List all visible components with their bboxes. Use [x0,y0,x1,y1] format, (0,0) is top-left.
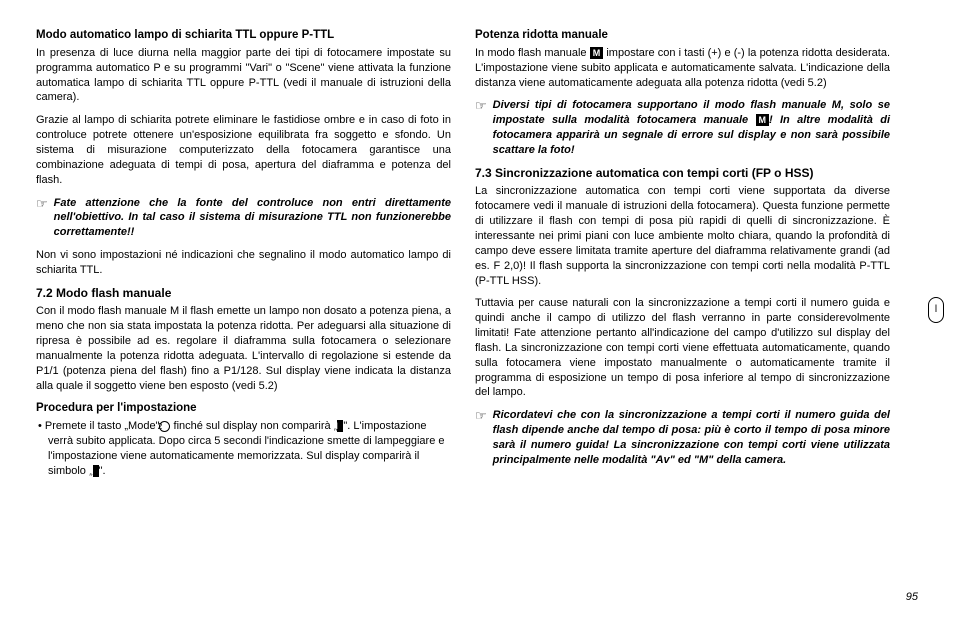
note-controluce: ☞ Fate attenzione che la fonte del contr… [36,196,451,241]
para-hss-1: La sincronizzazione automatica con tempi… [475,184,890,288]
heading-ttl-auto: Modo automatico lampo di schiarita TTL o… [36,28,451,43]
right-column: Potenza ridotta manuale In modo flash ma… [475,28,918,487]
note-manual-m: ☞ Diversi tipi di fotocamera supportano … [475,98,890,157]
para-potenza: In modo flash manuale M impostare con i … [475,46,890,91]
m-mode-icon: M [590,47,604,59]
heading-potenza: Potenza ridotta manuale [475,28,890,43]
note-text: Diversi tipi di fotocamera supportano il… [493,98,890,157]
bullet-mode: • Premete il tasto „Mode"2 finché sul di… [36,419,451,478]
page-columns: Modo automatico lampo di schiarita TTL o… [36,28,918,487]
note-text: Ricordatevi che con la sincronizzazione … [493,408,890,467]
bullet-text-b: finché sul display non comparirà „ [170,420,337,432]
circled-2-icon: 2 [159,421,170,432]
heading-procedura: Procedura per l'impostazione [36,401,451,416]
pointer-icon: ☞ [475,98,487,157]
note-text: Fate attenzione che la fonte del control… [54,196,451,241]
para-ttl-3: Non vi sono impostazioni né indicazioni … [36,248,451,278]
note-hss: ☞ Ricordatevi che con la sincronizzazion… [475,408,890,467]
tab-label: l [935,304,937,315]
para-ttl-1: In presenza di luce diurna nella maggior… [36,46,451,105]
bullet-text-a: • Premete il tasto „Mode" [38,420,159,432]
pointer-icon: ☞ [475,408,487,467]
heading-7-2: 7.2 Modo flash manuale [36,286,451,302]
para-hss-2: Tuttavia per cause naturali con la sincr… [475,296,890,400]
para-manual-1: Con il modo flash manuale M il flash eme… [36,304,451,393]
m-mode-icon: M [756,114,770,126]
text-a: In modo flash manuale [475,47,590,59]
pointer-icon: ☞ [36,196,48,241]
heading-7-3: 7.3 Sincronizzazione automatica con temp… [475,166,890,182]
para-ttl-2: Grazie al lampo di schiarita potrete eli… [36,113,451,187]
bullet-text-d: ". [99,465,106,477]
language-tab: l [928,297,944,323]
page-number: 95 [906,591,918,603]
left-column: Modo automatico lampo di schiarita TTL o… [36,28,451,487]
